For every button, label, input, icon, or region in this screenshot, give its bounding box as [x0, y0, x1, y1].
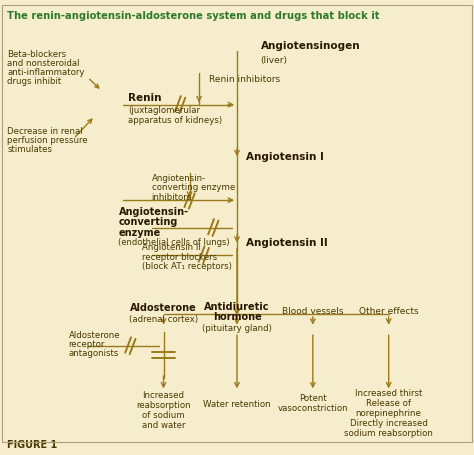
Text: FIGURE 1: FIGURE 1	[7, 440, 57, 450]
Text: Other effects: Other effects	[359, 307, 419, 316]
Text: receptor: receptor	[69, 340, 105, 349]
Text: (endothelial cells of lungs): (endothelial cells of lungs)	[118, 238, 230, 248]
Text: Blood vessels: Blood vessels	[282, 307, 344, 316]
Text: Renin: Renin	[128, 93, 162, 103]
Text: Potent: Potent	[299, 394, 327, 403]
Text: hormone: hormone	[213, 312, 261, 322]
Text: perfusion pressure: perfusion pressure	[7, 136, 88, 145]
Text: antagonists: antagonists	[69, 349, 119, 359]
Text: stimulates: stimulates	[7, 145, 52, 154]
Text: Beta-blockers: Beta-blockers	[7, 50, 66, 59]
Text: Angiotensin-: Angiotensin-	[118, 207, 189, 217]
Text: Water retention: Water retention	[203, 400, 271, 410]
Text: and water: and water	[142, 421, 185, 430]
Text: converting: converting	[118, 217, 178, 227]
Text: Aldosterone: Aldosterone	[69, 331, 120, 340]
Text: receptor blockers: receptor blockers	[142, 253, 217, 262]
Text: (pituitary gland): (pituitary gland)	[202, 324, 272, 334]
Text: The renin-angiotensin-aldosterone system and drugs that block it: The renin-angiotensin-aldosterone system…	[7, 11, 380, 21]
Text: drugs inhibit: drugs inhibit	[7, 77, 61, 86]
Text: Decrease in renal: Decrease in renal	[7, 126, 83, 136]
Text: of sodium: of sodium	[142, 411, 185, 420]
Text: and nonsteroidal: and nonsteroidal	[7, 59, 80, 68]
Text: (adrenal cortex): (adrenal cortex)	[129, 315, 198, 324]
Text: (liver): (liver)	[261, 56, 288, 66]
Text: norepinephrine: norepinephrine	[356, 409, 421, 418]
Text: vasoconstriction: vasoconstriction	[278, 404, 348, 413]
Text: enzyme: enzyme	[118, 228, 161, 238]
Text: Release of: Release of	[366, 399, 411, 408]
Text: Angiotensin I: Angiotensin I	[246, 152, 324, 162]
Text: Antidiuretic: Antidiuretic	[204, 302, 270, 312]
Text: Directly increased: Directly increased	[350, 419, 428, 428]
Text: apparatus of kidneys): apparatus of kidneys)	[128, 116, 222, 125]
Text: Aldosterone: Aldosterone	[130, 303, 197, 313]
Text: anti-inflammatory: anti-inflammatory	[7, 68, 85, 77]
Text: Angiotensin II: Angiotensin II	[142, 243, 201, 253]
Text: (juxtaglomerular: (juxtaglomerular	[128, 106, 200, 115]
Text: converting enzyme: converting enzyme	[152, 183, 235, 192]
Text: Increased: Increased	[143, 391, 184, 400]
Text: (block AT₁ receptors): (block AT₁ receptors)	[142, 262, 232, 271]
Text: Angiotensinogen: Angiotensinogen	[261, 41, 360, 51]
Text: Angiotensin-: Angiotensin-	[152, 174, 206, 183]
Text: Angiotensin II: Angiotensin II	[246, 238, 328, 248]
Text: Renin inhibitors: Renin inhibitors	[209, 75, 280, 84]
Text: Increased thirst: Increased thirst	[355, 389, 422, 398]
Text: inhibitors: inhibitors	[152, 192, 192, 202]
Text: reabsorption: reabsorption	[136, 401, 191, 410]
Text: sodium reabsorption: sodium reabsorption	[344, 429, 433, 438]
